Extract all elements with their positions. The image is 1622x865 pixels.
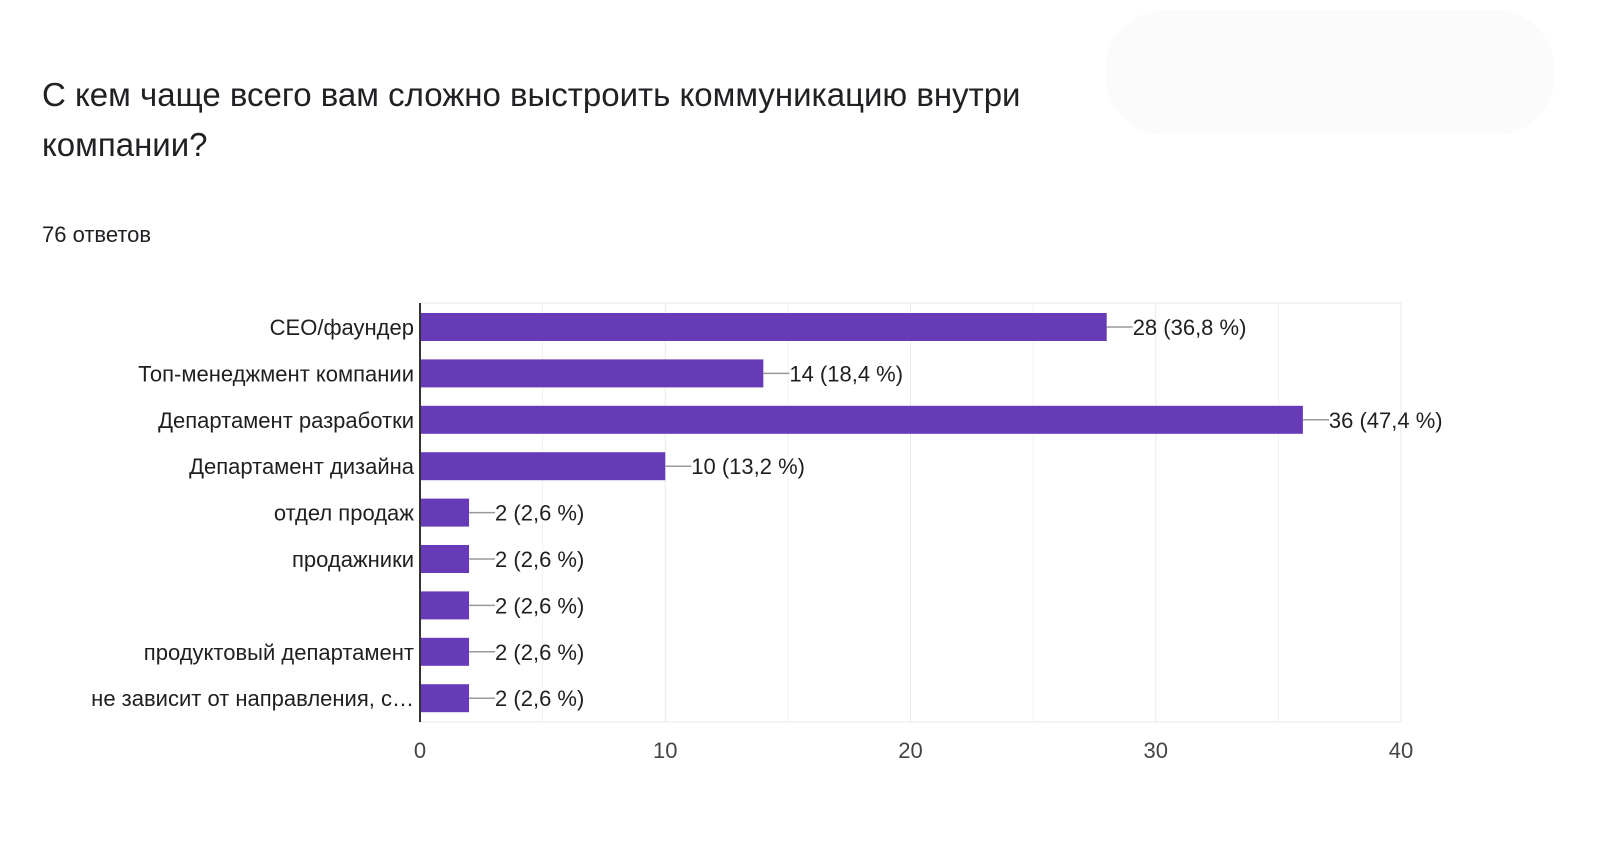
bar[interactable] <box>420 405 1303 434</box>
category-label: продажники <box>292 547 414 572</box>
question-title: С кем чаще всего вам сложно выстроить ко… <box>42 76 1021 163</box>
category-label: не зависит от направления, с… <box>91 686 414 711</box>
x-tick-label: 0 <box>414 738 426 763</box>
bar[interactable] <box>420 359 764 388</box>
category-label: CEO/фаундер <box>270 315 414 340</box>
x-tick-label: 30 <box>1144 738 1168 763</box>
grid-layer <box>420 302 1402 723</box>
bar[interactable] <box>420 591 470 620</box>
axis-layer: 0 10 20 30 40 <box>414 303 1413 763</box>
bar[interactable] <box>420 313 1107 341</box>
category-label: отдел продаж <box>274 501 414 526</box>
response-count: 76 ответов <box>42 222 152 247</box>
x-tick-label: 20 <box>898 738 922 763</box>
bar[interactable] <box>420 637 470 666</box>
data-label: 36 (47,4 %) <box>1329 408 1443 433</box>
bar[interactable] <box>420 545 470 573</box>
bar[interactable] <box>420 498 470 527</box>
data-label: 2 (2,6 %) <box>495 593 584 618</box>
data-label: 10 (13,2 %) <box>691 454 805 479</box>
category-label: продуктовый департамент <box>144 640 414 665</box>
x-tick-label: 10 <box>653 738 677 763</box>
data-label: 14 (18,4 %) <box>789 361 903 386</box>
x-tick-label: 40 <box>1389 738 1413 763</box>
data-label: 28 (36,8 %) <box>1133 315 1247 340</box>
corner-decoration <box>1105 10 1555 135</box>
bar[interactable] <box>420 684 470 713</box>
data-label: 2 (2,6 %) <box>495 547 584 572</box>
data-label: 2 (2,6 %) <box>495 640 584 665</box>
category-label: Топ-менеджмент компании <box>138 361 414 386</box>
category-label: Департамент дизайна <box>189 454 415 479</box>
data-label: 2 (2,6 %) <box>495 501 584 526</box>
data-label: 2 (2,6 %) <box>495 686 584 711</box>
category-label: Департамент разработки <box>158 408 414 433</box>
bar[interactable] <box>420 452 666 481</box>
bars-layer: 28 (36,8 %) CEO/фаундер 14 (18,4 %) Топ-мен… <box>91 313 1443 713</box>
